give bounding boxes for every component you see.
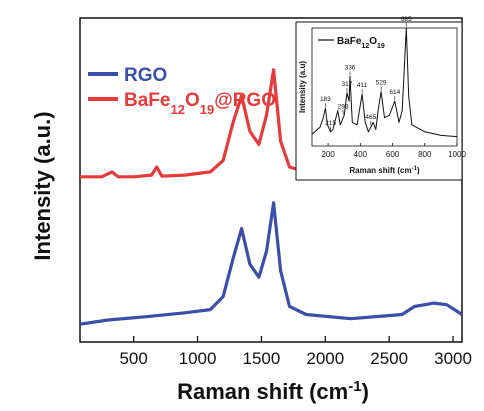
inset-series-line	[311, 27, 458, 138]
inset-peak-label: 614	[389, 89, 400, 96]
inset-peak-label: 293	[338, 103, 349, 110]
x-axis-label: Raman shift (cm-1)	[177, 378, 369, 405]
inset-x-tick-label: 800	[418, 150, 432, 159]
x-tick-label: 1500	[243, 349, 281, 368]
legend-label: BaFe12O19@RGO	[124, 90, 276, 117]
inset-frame	[295, 21, 463, 181]
inset-peak-label: 317	[342, 81, 353, 88]
inset-peak-label: 411	[357, 82, 368, 89]
inset-peak-label: 183	[320, 96, 331, 103]
inset-x-tick-label: 400	[354, 150, 368, 159]
x-axis: 500 1000 1500 2000 2500 3000	[119, 336, 472, 368]
x-tick-label: 1000	[179, 349, 217, 368]
inset-peak-label: 336	[345, 64, 356, 71]
x-tick-label: 3000	[434, 349, 472, 368]
x-tick-label: 2000	[306, 349, 344, 368]
legend-label: RGO	[124, 65, 167, 86]
inset-peak-label: 685	[401, 16, 412, 23]
inset-chart: 200 400 600 800 1000 183 215 293 317 336 411 465 529…	[295, 16, 466, 181]
inset-x-tick-label: 600	[386, 150, 400, 159]
inset-peak-label: 529	[376, 80, 387, 87]
inset-y-axis-label: Intensity (a.u)	[298, 61, 307, 113]
inset-x-tick-label: 1000	[448, 150, 466, 159]
y-axis-label: Intensity (a.u.)	[30, 111, 55, 260]
series-line-1	[79, 201, 463, 326]
inset-legend-label: BaFe12O19	[337, 36, 385, 50]
inset-peak-label: 465	[365, 114, 376, 121]
inset-peak-label: 215	[325, 120, 336, 127]
legend: RGO BaFe12O19@RGO	[88, 65, 276, 117]
inset-x-tick-label: 200	[321, 150, 335, 159]
inset-plot-frame	[311, 27, 458, 147]
x-tick-label: 500	[119, 349, 147, 368]
x-tick-label: 2500	[370, 349, 408, 368]
inset-x-axis-label: Raman shift (cm-1)	[349, 166, 420, 175]
